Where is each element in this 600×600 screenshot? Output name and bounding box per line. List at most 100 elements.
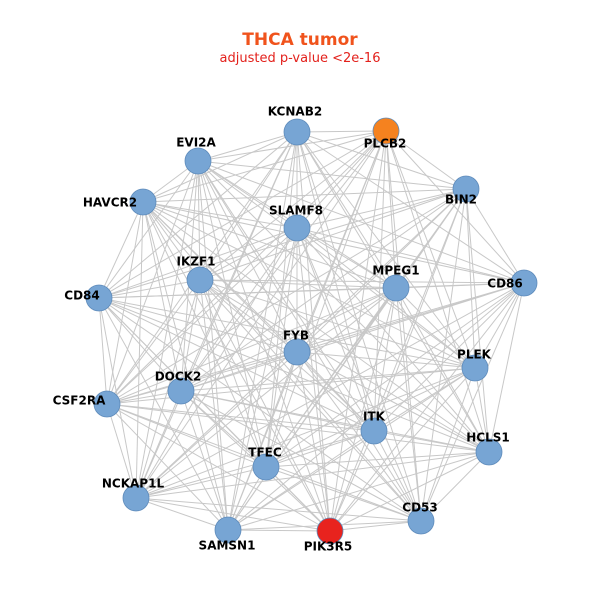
edge-PLCB2-MPEG1 [385, 130, 397, 289]
edge-KCNAB2-HAVCR2 [142, 131, 298, 203]
node-label-PIK3R5: PIK3R5 [304, 540, 353, 554]
node-label-SLAMF8: SLAMF8 [269, 204, 323, 218]
edge-CD86-HCLS1 [488, 282, 525, 453]
edge-CD86-DOCK2 [180, 282, 525, 392]
node-label-CSF2RA: CSF2RA [53, 394, 106, 408]
edge-HAVCR2-IKZF1 [142, 201, 201, 281]
edge-PLCB2-CSF2RA [106, 130, 387, 405]
edge-FYB-TFEC [265, 351, 298, 468]
edge-MPEG1-PIK3R5 [329, 287, 397, 532]
node-CD53 [407, 507, 435, 535]
edge-FYB-CSF2RA [106, 351, 298, 405]
node-label-CD53: CD53 [402, 501, 437, 515]
node-BIN2 [452, 175, 480, 203]
edge-PLCB2-HCLS1 [385, 130, 490, 453]
edge-PLEK-NCKAP1L [135, 367, 476, 499]
edge-ITK-CD53 [373, 430, 422, 522]
node-HAVCR2 [129, 188, 157, 216]
edge-PLCB2-DOCK2 [180, 130, 387, 392]
edge-TFEC-CD53 [265, 466, 422, 522]
node-label-HAVCR2: HAVCR2 [83, 196, 137, 210]
edge-CD86-CD53 [420, 282, 525, 522]
edge-CD84-PLEK [98, 297, 476, 369]
edge-IKZF1-PIK3R5 [199, 279, 331, 532]
edge-KCNAB2-MPEG1 [296, 131, 397, 289]
edge-HAVCR2-TFEC [142, 201, 267, 468]
edge-HAVCR2-HCLS1 [142, 201, 490, 453]
edge-SLAMF8-MPEG1 [296, 227, 397, 289]
edge-PLCB2-CD86 [385, 130, 525, 284]
node-label-EVI2A: EVI2A [176, 136, 216, 150]
node-HCLS1 [475, 438, 503, 466]
edge-HAVCR2-DOCK2 [142, 201, 182, 392]
edge-BIN2-ITK [373, 188, 467, 432]
node-label-CD84: CD84 [64, 289, 99, 303]
edge-ITK-TFEC [265, 430, 375, 468]
node-PIK3R5 [316, 517, 344, 545]
node-SAMSN1 [214, 516, 242, 544]
edge-KCNAB2-EVI2A [197, 131, 298, 162]
node-PLEK [461, 354, 489, 382]
edge-BIN2-HCLS1 [465, 188, 490, 453]
node-label-TFEC: TFEC [248, 446, 282, 460]
edge-SLAMF8-PLEK [296, 227, 476, 369]
node-CD84 [85, 284, 113, 312]
edge-EVI2A-PLEK [197, 160, 476, 369]
edge-CD84-ITK [98, 297, 375, 432]
node-NCKAP1L [122, 484, 150, 512]
edge-NCKAP1L-SAMSN1 [135, 497, 229, 531]
edge-CD84-CD53 [98, 297, 422, 522]
edge-BIN2-FYB [296, 188, 467, 353]
node-EVI2A [184, 147, 212, 175]
edge-EVI2A-ITK [197, 160, 375, 432]
edge-BIN2-PLEK [465, 188, 476, 369]
edge-CD84-HCLS1 [98, 297, 490, 453]
node-ITK [360, 417, 388, 445]
edge-KCNAB2-CD84 [98, 131, 298, 299]
edge-DOCK2-NCKAP1L [135, 390, 182, 499]
edge-EVI2A-TFEC [197, 160, 267, 468]
edge-HCLS1-NCKAP1L [135, 451, 490, 499]
edge-HAVCR2-SLAMF8 [142, 201, 298, 229]
edge-SLAMF8-CSF2RA [106, 227, 298, 405]
node-label-PLEK: PLEK [457, 348, 492, 362]
edge-NCKAP1L-PIK3R5 [135, 497, 331, 532]
edge-NCKAP1L-CD53 [135, 497, 422, 522]
node-label-IKZF1: IKZF1 [176, 255, 215, 269]
edge-KCNAB2-SAMSN1 [227, 131, 298, 531]
edge-MPEG1-FYB [296, 287, 397, 353]
node-DOCK2 [167, 377, 195, 405]
edge-CD86-NCKAP1L [135, 282, 525, 499]
edge-PLEK-DOCK2 [180, 367, 476, 392]
edge-SLAMF8-HCLS1 [296, 227, 490, 453]
edge-KCNAB2-PLCB2 [296, 130, 387, 133]
node-label-PLCB2: PLCB2 [364, 137, 407, 151]
edge-TFEC-NCKAP1L [135, 466, 267, 499]
node-label-DOCK2: DOCK2 [155, 370, 202, 384]
edge-BIN2-IKZF1 [199, 188, 467, 281]
edge-IKZF1-HCLS1 [199, 279, 490, 453]
edge-CD86-ITK [373, 282, 525, 432]
edge-PLEK-CSF2RA [106, 367, 476, 405]
node-label-HCLS1: HCLS1 [466, 431, 510, 445]
edge-ITK-HCLS1 [373, 430, 490, 453]
edge-CD84-SAMSN1 [98, 297, 229, 531]
edge-IKZF1-SAMSN1 [199, 279, 229, 531]
edge-TFEC-PIK3R5 [265, 466, 331, 532]
edge-PLCB2-SLAMF8 [296, 130, 387, 229]
edge-CD86-PLEK [474, 282, 525, 369]
edge-CSF2RA-SAMSN1 [106, 403, 229, 531]
node-SLAMF8 [283, 214, 311, 242]
edge-PLCB2-BIN2 [385, 130, 467, 190]
edge-FYB-HCLS1 [296, 351, 490, 453]
edge-CSF2RA-NCKAP1L [106, 403, 137, 499]
edge-SLAMF8-CD84 [98, 227, 298, 299]
edge-PLEK-HCLS1 [474, 367, 490, 453]
edge-MPEG1-PLEK [395, 287, 476, 369]
edge-BIN2-HAVCR2 [142, 188, 467, 203]
edge-HAVCR2-CD86 [142, 201, 525, 284]
edge-FYB-SAMSN1 [227, 351, 298, 531]
edge-HCLS1-TFEC [265, 451, 490, 468]
edge-PLEK-TFEC [265, 367, 476, 468]
